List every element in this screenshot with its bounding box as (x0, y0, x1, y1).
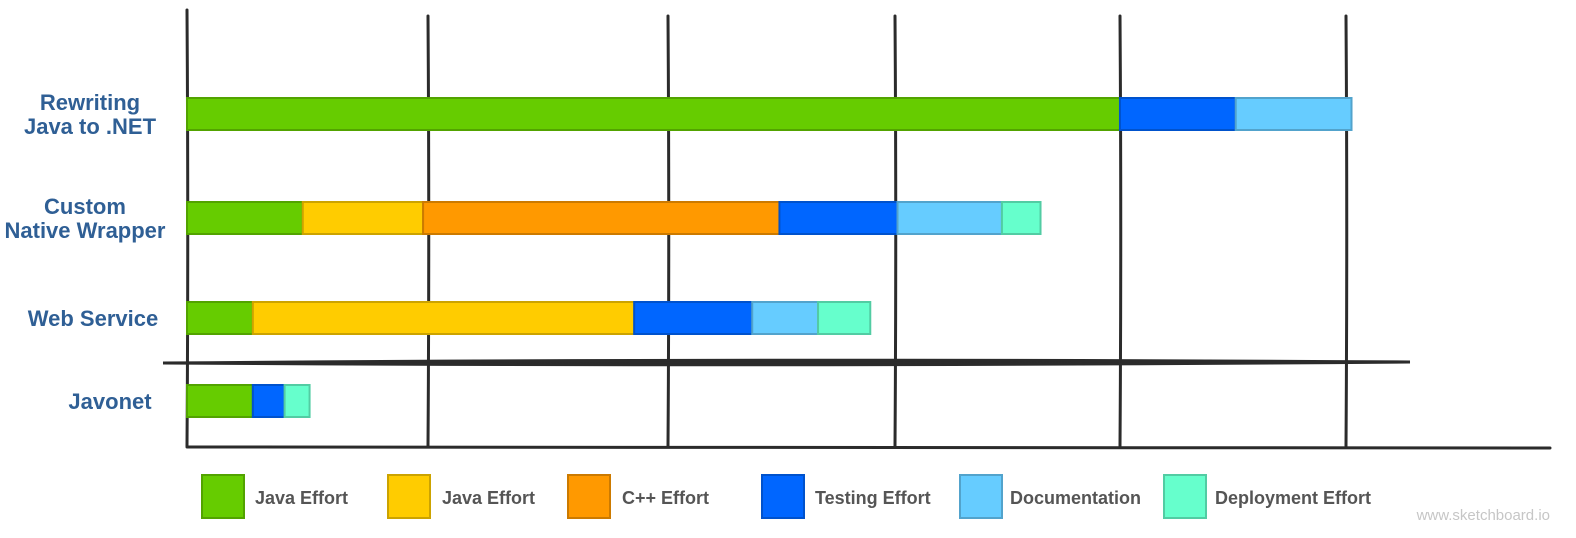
bar-segment (251, 301, 636, 335)
bar-segment (1000, 201, 1042, 235)
legend-label: Testing Effort (815, 488, 931, 508)
legend-swatch (959, 474, 1003, 519)
legend-label: Documentation (1010, 488, 1141, 508)
bar-segment (1234, 97, 1353, 131)
row-label: Rewriting Java to .NET (24, 90, 157, 139)
bar-segment (283, 384, 311, 418)
row-label: Custom Native Wrapper (5, 194, 166, 243)
legend-label: C++ Effort (622, 488, 709, 508)
legend-swatch (761, 474, 805, 519)
bar-segment (186, 301, 254, 335)
row-labels: Rewriting Java to .NET Custom Native Wrappe… (5, 90, 166, 414)
bar-segment (186, 384, 254, 418)
legend-swatch (201, 474, 245, 519)
row-label: Web Service (28, 306, 158, 331)
bar-segment (422, 201, 781, 235)
legend-label: Deployment Effort (1215, 488, 1371, 508)
gridline-vertical (1344, 14, 1349, 448)
bar-segment (633, 301, 754, 335)
bar-segment (251, 384, 286, 418)
row-label: Javonet (68, 389, 152, 414)
bar-segment (778, 201, 899, 235)
separator-line (162, 358, 1411, 367)
bar-segment (817, 301, 872, 335)
bar-segments (186, 97, 1353, 418)
legend-label: Java Effort (255, 488, 348, 508)
legend-swatch (387, 474, 431, 519)
gridline-vertical (1118, 14, 1123, 448)
watermark: www.sketchboard.io (1416, 507, 1550, 524)
bar-segment (896, 201, 1003, 235)
legend-swatch (567, 474, 611, 519)
grid-lines (162, 8, 1552, 450)
bar-segment (1118, 97, 1237, 131)
legend: Java Effort Java Effort C++ Effort Testing … (201, 474, 1371, 519)
x-axis-line (185, 445, 1552, 450)
bar-segment (751, 301, 820, 335)
bar-segment (186, 201, 304, 235)
legend-label: Java Effort (442, 488, 535, 508)
bar-segment (186, 97, 1121, 131)
bar-segment (301, 201, 425, 235)
legend-swatch (1163, 474, 1207, 519)
